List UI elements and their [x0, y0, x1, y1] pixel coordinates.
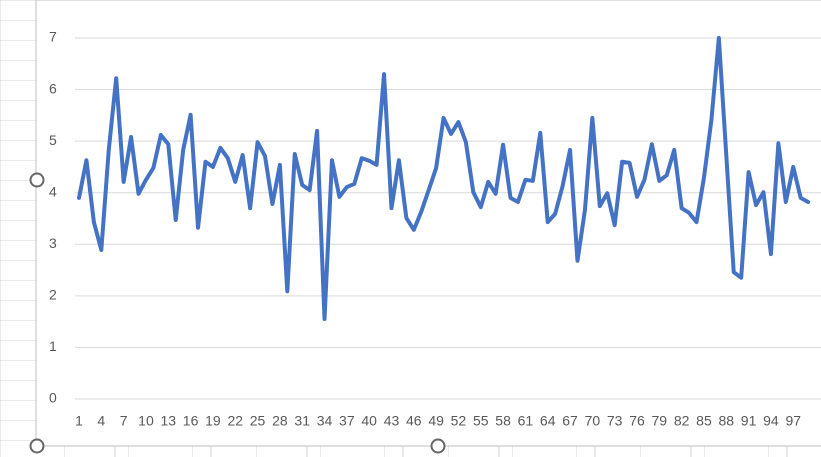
x-tick-label: 4: [97, 413, 105, 429]
data-line: [77, 36, 811, 322]
x-tick-label: 34: [317, 413, 333, 429]
y-tick-label: 5: [49, 132, 57, 148]
x-tick-label: 58: [495, 413, 511, 429]
x-tick-label: 46: [406, 413, 422, 429]
y-tick-label: 4: [49, 183, 57, 199]
y-tick-label: 6: [49, 80, 57, 96]
x-tick-label: 73: [607, 413, 623, 429]
resize-handles[interactable]: [29, 172, 446, 454]
x-tick-label: 97: [785, 413, 801, 429]
x-tick-label: 7: [120, 413, 128, 429]
x-tick-label: 61: [518, 413, 534, 429]
x-tick-label: 28: [272, 413, 288, 429]
x-tick-label: 49: [428, 413, 444, 429]
x-tick-label: 25: [250, 413, 266, 429]
x-tick-label: 70: [585, 413, 601, 429]
y-tick-label: 3: [49, 235, 57, 251]
x-tick-label: 31: [294, 413, 310, 429]
x-tick-label: 82: [674, 413, 690, 429]
x-tick-label: 22: [227, 413, 243, 429]
x-tick-label: 43: [384, 413, 400, 429]
x-tick-label: 37: [339, 413, 355, 429]
x-tick-label: 1: [75, 413, 83, 429]
x-tick-label: 13: [160, 413, 176, 429]
y-tick-label: 7: [49, 29, 57, 45]
x-tick-label: 40: [361, 413, 377, 429]
x-tick-label: 55: [473, 413, 489, 429]
x-tick-label: 94: [763, 413, 779, 429]
x-tick-label: 91: [741, 413, 757, 429]
x-tick-label: 79: [652, 413, 668, 429]
y-tick-label: 1: [49, 338, 57, 354]
x-tick-label: 88: [718, 413, 734, 429]
x-tick-label: 85: [696, 413, 712, 429]
y-tick-label: 2: [49, 287, 57, 303]
x-tick-label: 67: [562, 413, 578, 429]
x-tick-label: 19: [205, 413, 221, 429]
x-tick-label: 64: [540, 413, 556, 429]
x-tick-label: 10: [138, 413, 154, 429]
x-tick-label: 16: [183, 413, 199, 429]
x-tick-label: 76: [629, 413, 645, 429]
y-tick-label: 0: [49, 390, 57, 406]
chart-area[interactable]: [35, 0, 821, 447]
x-tick-label: 52: [451, 413, 467, 429]
